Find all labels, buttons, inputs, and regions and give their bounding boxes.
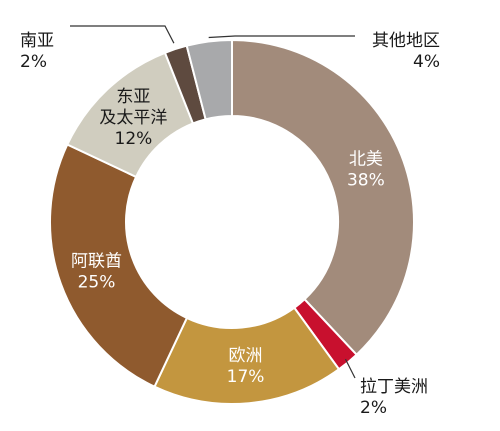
slice-value: 17%: [227, 367, 265, 387]
donut-segments: [49, 38, 415, 405]
slice-value: 12%: [115, 129, 153, 149]
slice-label: 欧洲 17%: [227, 346, 265, 387]
donut-slice: [49, 143, 189, 389]
slice-name: 及太平洋: [99, 108, 167, 128]
slice-name: 北美: [349, 149, 383, 169]
slice-label: 东亚及太平洋 12%: [99, 87, 167, 149]
slice-name: 阿联酋: [71, 251, 122, 271]
slice-value: 2%: [360, 398, 387, 418]
slice-value: 2%: [20, 52, 47, 72]
slice-value: 25%: [78, 272, 116, 292]
leader-lines: [70, 25, 356, 379]
slice-name: 拉丁美洲: [360, 377, 428, 397]
slice-label: 阿联酋 25%: [71, 251, 122, 292]
slice-label: 北美 38%: [347, 149, 385, 190]
slice-name: 东亚: [116, 87, 150, 107]
slice-value: 4%: [413, 52, 440, 72]
slice-name: 其他地区: [372, 31, 440, 51]
slice-name: 南亚: [20, 31, 54, 51]
slice-label: 南亚 2%: [20, 31, 54, 72]
leader-line: [208, 35, 355, 39]
leader-line: [344, 358, 356, 379]
slice-label: 其他地区 4%: [372, 31, 440, 72]
slice-labels: 北美 38%拉丁美洲 2%欧洲 17%阿联酋 25%东亚及太平洋 12%南亚 2%其他地区 4…: [20, 31, 440, 418]
donut-slice: [185, 38, 233, 121]
slice-label: 拉丁美洲 2%: [360, 377, 428, 418]
leader-line: [70, 25, 175, 44]
slice-name: 欧洲: [229, 346, 263, 366]
slice-value: 38%: [347, 170, 385, 190]
donut-slice: [231, 38, 415, 357]
